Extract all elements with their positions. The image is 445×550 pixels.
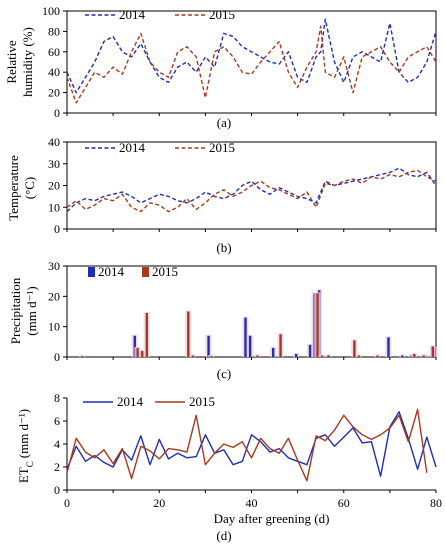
legend-label-2014: 2014: [119, 7, 146, 22]
bar-highlight: [208, 355, 215, 357]
legend-swatch-2015: [142, 267, 149, 277]
y-tick-label: 30: [48, 259, 60, 273]
series-line-2014: [66, 18, 437, 94]
x-tick-label: 60: [338, 496, 350, 510]
y-axis-label: Relativehumidity (%): [4, 27, 35, 97]
bar-2015: [210, 356, 213, 357]
y-tick-label: 0: [54, 350, 60, 364]
y-tick-label: 20: [48, 86, 60, 100]
y-tick-label: 10: [48, 320, 60, 334]
y-tick-label: 10: [48, 200, 60, 214]
bar-2014: [244, 317, 247, 357]
y-tick-label: 100: [42, 4, 60, 18]
panel-label: (a): [217, 115, 231, 130]
bar-2014: [207, 335, 210, 357]
legend-label-2015: 2015: [209, 7, 235, 22]
bar-2015: [81, 356, 84, 357]
y-axis-label-line: humidity (%): [20, 27, 35, 97]
bar-2014: [248, 335, 252, 357]
bar-2015: [413, 353, 416, 357]
series-line-2015: [66, 25, 437, 104]
legend-label-2015: 2015: [209, 140, 235, 155]
bar-2015: [141, 350, 144, 357]
bar-2015: [431, 346, 434, 357]
y-tick-label: 0: [54, 106, 60, 120]
x-tick-label: 40: [246, 496, 258, 510]
y-axis-label-unit: (mm d⁻¹): [16, 409, 31, 458]
bar-2014: [133, 335, 136, 357]
y-tick-label: 40: [48, 135, 60, 149]
y-tick-label: 2: [54, 460, 60, 474]
bar-2015: [256, 355, 259, 357]
y-axis-label-main: ET: [16, 467, 31, 483]
legend-label-2015: 2015: [152, 264, 178, 279]
y-tick-label: 0: [54, 483, 60, 497]
plot-frame: [66, 10, 437, 114]
series-line-2014: [66, 167, 437, 213]
y-axis-label: ETC (mm d⁻¹): [16, 409, 35, 483]
y-tick-label: 40: [48, 65, 60, 79]
bar-2014: [401, 355, 404, 357]
x-tick-label: 20: [153, 496, 165, 510]
chart-panel-3: 0 10 20 30 2014 2015 Precipitation(mm d⁻¹) (c): [8, 259, 438, 381]
y-axis-label-line: (mm d⁻¹): [24, 286, 39, 335]
y-axis-label: Precipitation(mm d⁻¹): [8, 277, 39, 344]
series-line-2015: [66, 408, 428, 482]
bar-2015: [357, 355, 361, 357]
x-axis-label: Day after greening (d): [214, 511, 330, 526]
panel-label: (d): [216, 528, 231, 543]
bar-2015: [279, 334, 282, 357]
y-axis-label-line: (°C): [22, 177, 37, 200]
y-tick-label: 0: [54, 222, 60, 236]
legend-label-2014: 2014: [117, 394, 144, 409]
bar-2015: [136, 347, 139, 357]
y-axis-label-line: Relative: [4, 40, 19, 84]
y-axis-label-subscript: C: [25, 461, 35, 467]
x-tick-label: 80: [430, 496, 442, 510]
y-tick-label: 4: [54, 437, 60, 451]
y-axis-label-line: Precipitation: [8, 277, 23, 344]
legend-label-2015: 2015: [189, 394, 215, 409]
bar-2014: [327, 355, 330, 357]
series-line-2014: [66, 411, 437, 477]
y-tick-label: 6: [54, 414, 60, 428]
bar-2014: [387, 337, 390, 357]
y-axis-label: Temperature(°C): [6, 155, 37, 221]
bar-2015: [422, 355, 425, 357]
bar-highlight: [79, 355, 86, 357]
y-tick-label: 8: [54, 391, 60, 405]
y-tick-label: 20: [48, 289, 60, 303]
bar-2015: [353, 340, 356, 357]
bar-2015: [187, 311, 190, 357]
panel-label: (b): [216, 240, 231, 255]
bar-2015: [316, 293, 319, 357]
bar-2015: [191, 355, 195, 357]
chart-panel-1: 0 20 40 60 80 100 2014 2015 Relativehumidity (%)…: [4, 4, 437, 130]
legend-swatch-2014: [88, 267, 95, 277]
chart-panel-2: 0 10 20 30 40 2014 2015 Temperature(°C) (b): [6, 135, 437, 255]
y-tick-label: 30: [48, 157, 60, 171]
x-tick-label: 0: [64, 496, 70, 510]
bar-2015: [320, 355, 324, 357]
bar-2014: [308, 344, 312, 357]
bar-2014: [295, 353, 298, 357]
y-tick-label: 60: [48, 45, 60, 59]
y-tick-label: 80: [48, 24, 60, 38]
legend-label-2014: 2014: [98, 264, 125, 279]
legend-label-2014: 2014: [119, 140, 146, 155]
y-axis-label-line: Temperature: [6, 155, 21, 221]
y-tick-label: 20: [48, 179, 60, 193]
panel-label: (c): [217, 366, 231, 381]
bar-2015: [376, 355, 379, 357]
bar-2015: [145, 313, 149, 357]
series-line-2015: [66, 169, 437, 213]
bar-2014: [271, 347, 275, 357]
